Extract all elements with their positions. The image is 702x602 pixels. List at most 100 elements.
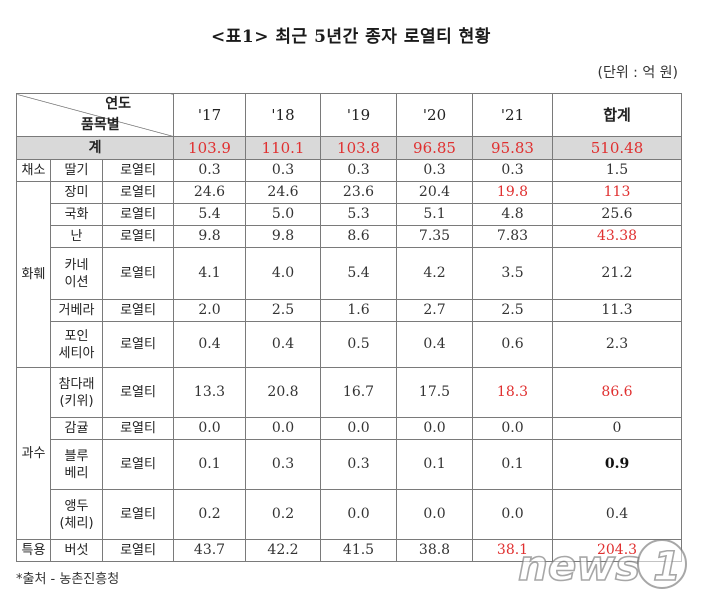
value-cell: 2.7 — [396, 299, 474, 322]
value-cell: 13.3 — [173, 367, 247, 418]
value-cell: 0.0 — [245, 417, 322, 440]
table-title: <표1> 최근 5년간 종자 로열티 현황 — [211, 27, 491, 47]
item-cell: 감귤 — [50, 417, 103, 440]
unit-label: (단위 : 억 원) — [597, 65, 678, 81]
type-cell: 로열티 — [101, 225, 175, 248]
category-cell: 과수 — [16, 367, 51, 540]
value-cell: 9.8 — [173, 225, 247, 248]
value-cell: 0.3 — [320, 159, 398, 182]
news1-logo: news 1 — [517, 539, 687, 591]
table-row: 카네 이션 로열티 4.1 4.0 5.4 4.2 3.5 21.2 — [17, 247, 683, 300]
value-cell: 16.7 — [320, 367, 398, 418]
type-cell: 로열티 — [101, 367, 175, 418]
year-header-2018: '18 — [245, 93, 322, 137]
item-cell: 참다래 (키위) — [50, 367, 103, 418]
value-cell: 0.2 — [173, 489, 247, 540]
value-cell: 5.0 — [245, 203, 322, 226]
table-row: 국화 로열티 5.4 5.0 5.3 5.1 4.8 25.6 — [17, 203, 683, 226]
value-cell: 0.3 — [245, 159, 322, 182]
value-cell: 41.5 — [320, 539, 398, 562]
item-cell: 포인 세티아 — [50, 321, 103, 368]
category-cell: 화훼 — [16, 181, 51, 368]
value-cell: 20.8 — [245, 367, 322, 418]
item-cell: 난 — [50, 225, 103, 248]
value-cell: 18.3 — [472, 367, 554, 418]
value-cell: 5.4 — [320, 247, 398, 300]
value-cell: 9.8 — [245, 225, 322, 248]
value-cell: 2.5 — [245, 299, 322, 322]
row-total-cell: 43.38 — [552, 225, 683, 248]
value-cell: 5.1 — [396, 203, 474, 226]
value-cell: 0.4 — [396, 321, 474, 368]
value-cell: 0.3 — [245, 439, 322, 490]
value-cell: 43.7 — [173, 539, 247, 562]
total-header: 합계 — [552, 93, 683, 137]
value-cell: 23.6 — [320, 181, 398, 204]
value-cell: 0.5 — [320, 321, 398, 368]
category-cell: 채소 — [16, 159, 51, 182]
value-cell: 19.8 — [472, 181, 554, 204]
value-cell: 4.2 — [396, 247, 474, 300]
value-cell: 0.3 — [472, 159, 554, 182]
table-row: 거베라 로열티 2.0 2.5 1.6 2.7 2.5 11.3 — [17, 299, 683, 322]
type-cell: 로열티 — [101, 159, 175, 182]
sum-row: 계 103.9 110.1 103.8 96.85 95.83 510.48 — [15, 136, 683, 160]
value-cell: 0.0 — [320, 489, 398, 540]
item-cell: 앵두 (체리) — [50, 489, 103, 540]
value-cell: 42.2 — [245, 539, 322, 562]
row-total-cell: 0.4 — [552, 489, 683, 540]
value-cell: 0.0 — [173, 417, 247, 440]
sum-value: 103.9 — [173, 136, 247, 160]
value-cell: 0.0 — [396, 489, 474, 540]
table-row: 난 로열티 9.8 9.8 8.6 7.35 7.83 43.38 — [17, 225, 683, 248]
value-cell: 0.6 — [472, 321, 554, 368]
row-total-cell: 21.2 — [552, 247, 683, 300]
value-cell: 24.6 — [245, 181, 322, 204]
value-cell: 0.2 — [245, 489, 322, 540]
value-cell: 1.6 — [320, 299, 398, 322]
category-cell: 특용 — [16, 539, 51, 562]
value-cell: 20.4 — [396, 181, 474, 204]
value-cell: 4.1 — [173, 247, 247, 300]
sum-row-label: 계 — [15, 136, 175, 160]
value-cell: 0.0 — [472, 489, 554, 540]
item-cell: 카네 이션 — [50, 247, 103, 300]
value-cell: 0.4 — [245, 321, 322, 368]
table-row: 포인 세티아 로열티 0.4 0.4 0.5 0.4 0.6 2.3 — [17, 321, 683, 368]
svg-text:news: news — [518, 541, 640, 590]
type-cell: 로열티 — [101, 417, 175, 440]
year-header-2017: '17 — [173, 93, 247, 137]
type-cell: 로열티 — [101, 299, 175, 322]
value-cell: 8.6 — [320, 225, 398, 248]
sum-value-total: 510.48 — [552, 136, 683, 160]
value-cell: 38.1 — [472, 539, 554, 562]
value-cell: 0.3 — [173, 159, 247, 182]
type-cell: 로열티 — [101, 489, 175, 540]
value-cell: 3.5 — [472, 247, 554, 300]
table-row: 채소 딸기 로열티 0.3 0.3 0.3 0.3 0.3 1.5 — [16, 159, 683, 182]
value-cell: 0.1 — [396, 439, 474, 490]
type-cell: 로열티 — [101, 181, 175, 204]
value-cell: 0.0 — [320, 417, 398, 440]
year-header-2021: '21 — [472, 93, 554, 137]
value-cell: 4.8 — [472, 203, 554, 226]
value-cell: 38.8 — [396, 539, 474, 562]
sum-value: 103.8 — [320, 136, 398, 160]
type-cell: 로열티 — [101, 539, 175, 562]
svg-text:1: 1 — [653, 544, 681, 590]
item-cell: 장미 — [50, 181, 103, 204]
value-cell: 4.0 — [245, 247, 322, 300]
type-cell: 로열티 — [101, 439, 175, 490]
diagonal-header-cell: 연도 품목별 — [15, 93, 175, 137]
value-cell: 0.1 — [173, 439, 247, 490]
value-cell: 0.1 — [472, 439, 554, 490]
value-cell: 24.6 — [173, 181, 247, 204]
row-total-cell: 0 — [552, 417, 683, 440]
item-cell: 국화 — [50, 203, 103, 226]
year-header-2020: '20 — [396, 93, 474, 137]
item-cell: 버섯 — [50, 539, 103, 562]
table-row: 블루 베리 로열티 0.1 0.3 0.3 0.1 0.1 0.9 — [17, 439, 683, 490]
sum-value: 96.85 — [396, 136, 474, 160]
value-cell: 5.4 — [173, 203, 247, 226]
table-row: 특용 버섯 로열티 43.7 42.2 41.5 38.8 38.1 204.3 — [16, 539, 683, 562]
